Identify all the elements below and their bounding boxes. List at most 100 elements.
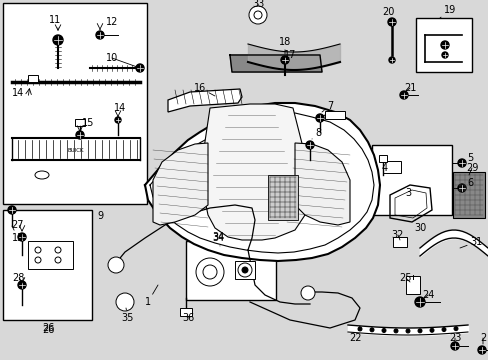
Circle shape xyxy=(477,346,485,354)
Text: 9: 9 xyxy=(97,211,103,221)
Circle shape xyxy=(35,247,41,253)
Bar xyxy=(371,145,451,215)
Text: 2: 2 xyxy=(479,333,485,344)
Text: 13: 13 xyxy=(12,226,24,243)
Circle shape xyxy=(414,297,424,307)
Text: 36: 36 xyxy=(182,313,194,323)
Text: 34: 34 xyxy=(211,233,224,246)
Text: 15: 15 xyxy=(81,118,94,128)
Text: 12: 12 xyxy=(105,17,118,27)
Circle shape xyxy=(18,281,26,289)
Circle shape xyxy=(8,206,16,214)
Circle shape xyxy=(387,18,395,26)
Bar xyxy=(235,261,254,279)
Bar xyxy=(325,111,345,119)
Circle shape xyxy=(453,327,457,330)
Text: 6: 6 xyxy=(466,178,472,188)
Circle shape xyxy=(357,327,361,331)
Circle shape xyxy=(315,114,324,122)
Text: 14: 14 xyxy=(12,88,24,98)
Circle shape xyxy=(238,263,251,277)
Circle shape xyxy=(440,41,448,49)
Text: 16: 16 xyxy=(193,83,215,96)
Circle shape xyxy=(399,91,407,99)
Circle shape xyxy=(248,6,266,24)
Text: 17: 17 xyxy=(283,50,296,65)
Bar xyxy=(180,308,192,316)
Circle shape xyxy=(253,11,262,19)
Text: 32: 32 xyxy=(391,230,404,240)
Bar xyxy=(3,3,147,204)
Bar xyxy=(185,241,275,300)
Text: 8: 8 xyxy=(311,128,321,139)
Circle shape xyxy=(281,56,288,64)
Circle shape xyxy=(393,329,397,333)
Circle shape xyxy=(242,267,247,273)
Bar xyxy=(382,161,400,173)
Text: 5: 5 xyxy=(466,153,472,163)
Circle shape xyxy=(457,159,465,167)
Circle shape xyxy=(441,52,447,58)
Text: 3: 3 xyxy=(404,188,410,198)
Text: 27: 27 xyxy=(12,220,24,230)
Circle shape xyxy=(18,233,26,241)
Bar xyxy=(3,210,92,320)
Polygon shape xyxy=(200,104,309,240)
Polygon shape xyxy=(145,103,379,261)
Circle shape xyxy=(35,257,41,263)
Circle shape xyxy=(450,342,458,350)
Polygon shape xyxy=(168,89,242,112)
Circle shape xyxy=(96,31,104,39)
Polygon shape xyxy=(294,143,349,225)
Text: 30: 30 xyxy=(413,220,425,233)
Circle shape xyxy=(53,35,63,45)
Circle shape xyxy=(301,286,314,300)
Circle shape xyxy=(381,328,385,333)
Text: 34: 34 xyxy=(211,232,224,242)
Circle shape xyxy=(108,257,124,273)
Bar xyxy=(378,154,386,162)
Circle shape xyxy=(55,257,61,263)
Text: 20: 20 xyxy=(381,7,393,20)
Circle shape xyxy=(388,57,394,63)
Bar xyxy=(392,237,406,247)
Polygon shape xyxy=(229,55,321,72)
Circle shape xyxy=(116,293,134,311)
Bar xyxy=(415,18,471,72)
Text: 33: 33 xyxy=(251,0,264,9)
Polygon shape xyxy=(28,75,38,82)
Ellipse shape xyxy=(35,171,49,179)
Circle shape xyxy=(457,184,465,192)
Bar xyxy=(267,175,297,220)
Text: 26: 26 xyxy=(42,325,54,335)
Circle shape xyxy=(196,258,224,286)
Text: 28: 28 xyxy=(12,273,24,283)
Text: 31: 31 xyxy=(459,237,481,248)
Text: 29: 29 xyxy=(465,163,477,175)
Polygon shape xyxy=(153,143,207,225)
Circle shape xyxy=(115,117,121,123)
Text: 22: 22 xyxy=(348,326,361,343)
Text: 18: 18 xyxy=(278,37,290,54)
Bar xyxy=(27,241,72,269)
Text: 7: 7 xyxy=(321,101,332,112)
Text: 23: 23 xyxy=(448,333,460,344)
Circle shape xyxy=(136,64,143,72)
Text: 21: 21 xyxy=(403,83,415,93)
Text: 1: 1 xyxy=(144,285,158,307)
Text: 26: 26 xyxy=(42,323,54,333)
Circle shape xyxy=(76,131,84,139)
Text: 10: 10 xyxy=(106,53,118,63)
Bar xyxy=(452,172,484,218)
Text: 24: 24 xyxy=(421,290,433,300)
Text: 11: 11 xyxy=(49,15,61,25)
Text: 19: 19 xyxy=(439,5,455,18)
Circle shape xyxy=(305,141,313,149)
Circle shape xyxy=(55,247,61,253)
Circle shape xyxy=(441,328,445,332)
Circle shape xyxy=(429,328,433,332)
Text: 4: 4 xyxy=(381,163,387,173)
Text: BUICK: BUICK xyxy=(68,148,84,153)
Text: 25: 25 xyxy=(399,273,411,283)
Text: 35: 35 xyxy=(122,308,134,323)
